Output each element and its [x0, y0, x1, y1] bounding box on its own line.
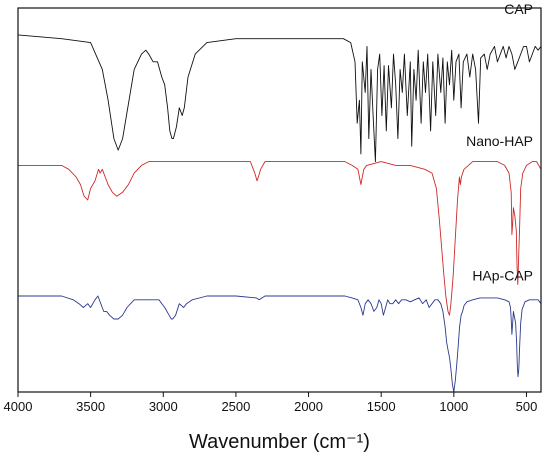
x-tick-label: 3000 [149, 399, 178, 414]
x-tick-label: 500 [516, 399, 538, 414]
x-tick-label: 3500 [76, 399, 105, 414]
x-tick-label: 2000 [294, 399, 323, 414]
x-axis-title: Wavenumber (cm⁻¹) [189, 431, 370, 453]
plot-frame [17, 7, 542, 393]
series-label-nano-hap: Nano-HAP [466, 133, 533, 149]
series-layer [17, 34, 542, 393]
x-tick-label: 1500 [367, 399, 396, 414]
x-tick-label: 1000 [439, 399, 468, 414]
series-labels: CAP Nano-HAP HAp-CAP [466, 1, 533, 284]
series-line-nano-hap [18, 161, 542, 316]
x-axis-ticks: 4000 3500 3000 2500 2000 1500 1000 500 [4, 392, 538, 414]
x-tick-label: 2500 [221, 399, 250, 414]
series-label-hap-cap: HAp-CAP [472, 268, 533, 284]
x-tick-label: 4000 [4, 399, 33, 414]
series-line-hap-cap [18, 295, 542, 393]
series-label-cap: CAP [504, 1, 533, 17]
series-line-cap [17, 34, 542, 163]
